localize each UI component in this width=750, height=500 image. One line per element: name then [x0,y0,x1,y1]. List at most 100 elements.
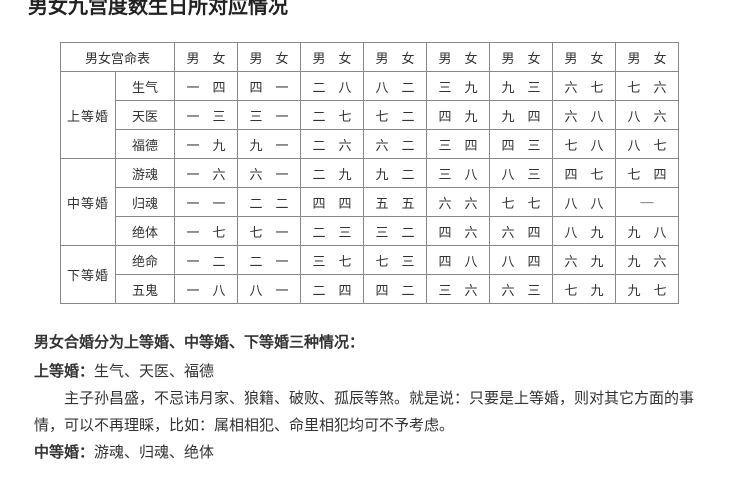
pair-cell: 二 七 [301,101,364,130]
pair-cell: 九 四 [490,101,553,130]
pair-cell: 七 二 [364,101,427,130]
pair-cell: 七 四 [616,159,679,188]
pair-cell: 八 四 [490,246,553,275]
group-label: 上等婚 [61,72,116,159]
pair-cell: 一 一 [175,188,238,217]
pair-cell: 六 六 [427,188,490,217]
pair-cell: 七 三 [364,246,427,275]
top-tier-line: 上等婚：生气、天医、福德 [34,359,716,386]
pair-cell: 二 九 [301,159,364,188]
table-row: 福德一 九九 一二 六六 二三 四四 三七 八八 七 [61,130,679,159]
row-name: 五鬼 [116,275,175,304]
pair-cell: 三 七 [301,246,364,275]
pair-cell: 六 八 [553,101,616,130]
pair-cell: 一 九 [175,130,238,159]
intro-line: 男女合婚分为上等婚、中等婚、下等婚三种情况： [34,330,716,357]
pair-cell: 六 四 [490,217,553,246]
mid-tier-items: 游魂、归魂、绝体 [94,445,214,461]
pair-cell: 七 九 [553,275,616,304]
pair-cell: 九 六 [616,246,679,275]
group-label: 下等婚 [61,246,116,304]
pair-cell: 八 六 [616,101,679,130]
top-tier-items: 生气、天医、福德 [94,364,214,380]
pair-cell: 七 八 [553,130,616,159]
pair-cell: 九 七 [616,275,679,304]
row-name: 天医 [116,101,175,130]
pair-cell: 七 六 [616,72,679,101]
pair-cell: 五 五 [364,188,427,217]
row-name: 生气 [116,72,175,101]
pair-cell: 三 八 [427,159,490,188]
table-row: 天医一 三三 一二 七七 二四 九九 四六 八八 六 [61,101,679,130]
pair-cell: 六 七 [553,72,616,101]
row-name: 归魂 [116,188,175,217]
pair-cell: 三 二 [364,217,427,246]
header-main: 男女宫命表 [61,43,175,72]
pair-cell: 八 九 [553,217,616,246]
row-name: 游魂 [116,159,175,188]
pair-cell: 六 二 [364,130,427,159]
pair-cell: 四 四 [301,188,364,217]
table-row: 归魂一 一二 二四 四五 五六 六七 七八 八— [61,188,679,217]
header-pair-4: 男 女 [364,43,427,72]
pair-cell: 二 四 [301,275,364,304]
pair-cell: 二 三 [301,217,364,246]
pair-cell: 四 二 [364,275,427,304]
pair-cell: 六 三 [490,275,553,304]
header-pair-5: 男 女 [427,43,490,72]
top-tier-label: 上等婚： [34,364,94,380]
pair-cell: 八 一 [238,275,301,304]
header-pair-6: 男 女 [490,43,553,72]
pair-cell: 九 八 [616,217,679,246]
top-tier-body: 主子孙昌盛，不忌讳月家、狼籍、破败、孤辰等煞。就是说：只要是上等婚，则对其它方面… [34,386,716,440]
header-pair-8: 男 女 [616,43,679,72]
pair-cell: 六 九 [553,246,616,275]
pair-cell: 四 七 [553,159,616,188]
pair-cell: 四 八 [427,246,490,275]
pair-cell: 七 一 [238,217,301,246]
pair-cell: 三 一 [238,101,301,130]
mid-tier-line: 中等婚：游魂、归魂、绝体 [34,440,716,467]
pair-cell: — [616,188,679,217]
pair-cell: 八 八 [553,188,616,217]
pair-cell: 四 九 [427,101,490,130]
pair-cell: 八 七 [616,130,679,159]
header-pair-3: 男 女 [301,43,364,72]
pair-cell: 九 一 [238,130,301,159]
pair-cell: 一 二 [175,246,238,275]
pair-cell: 一 七 [175,217,238,246]
pair-cell: 八 二 [364,72,427,101]
pair-cell: 七 七 [490,188,553,217]
table-row: 绝体一 七七 一二 三三 二四 六六 四八 九九 八 [61,217,679,246]
table-row: 下等婚绝命一 二二 一三 七七 三四 八八 四六 九九 六 [61,246,679,275]
pair-cell: 三 四 [427,130,490,159]
row-name: 福德 [116,130,175,159]
header-pair-7: 男 女 [553,43,616,72]
mid-tier-label: 中等婚： [34,445,94,461]
header-pair-1: 男 女 [175,43,238,72]
table-row: 中等婚游魂一 六六 一二 九九 二三 八八 三四 七七 四 [61,159,679,188]
pair-cell: 八 三 [490,159,553,188]
pair-cell: 二 一 [238,246,301,275]
pair-cell: 六 一 [238,159,301,188]
table-row: 上等婚生气一 四四 一二 八八 二三 九九 三六 七七 六 [61,72,679,101]
pair-cell: 二 二 [238,188,301,217]
pair-cell: 九 二 [364,159,427,188]
compatibility-table: 男女宫命表 男 女 男 女 男 女 男 女 男 女 男 女 男 女 男 女 上等… [60,42,679,304]
header-pair-2: 男 女 [238,43,301,72]
pair-cell: 一 六 [175,159,238,188]
pair-cell: 三 六 [427,275,490,304]
pair-cell: 四 六 [427,217,490,246]
pair-cell: 一 三 [175,101,238,130]
page-title: 男女九宫度数生日所对应情况 [28,0,722,16]
pair-cell: 二 六 [301,130,364,159]
pair-cell: 四 一 [238,72,301,101]
pair-cell: 九 三 [490,72,553,101]
pair-cell: 二 八 [301,72,364,101]
row-name: 绝体 [116,217,175,246]
row-name: 绝命 [116,246,175,275]
pair-cell: 四 三 [490,130,553,159]
table-row: 五鬼一 八八 一二 四四 二三 六六 三七 九九 七 [61,275,679,304]
group-label: 中等婚 [61,159,116,246]
explanation-block: 男女合婚分为上等婚、中等婚、下等婚三种情况： 上等婚：生气、天医、福德 主子孙昌… [34,330,716,467]
